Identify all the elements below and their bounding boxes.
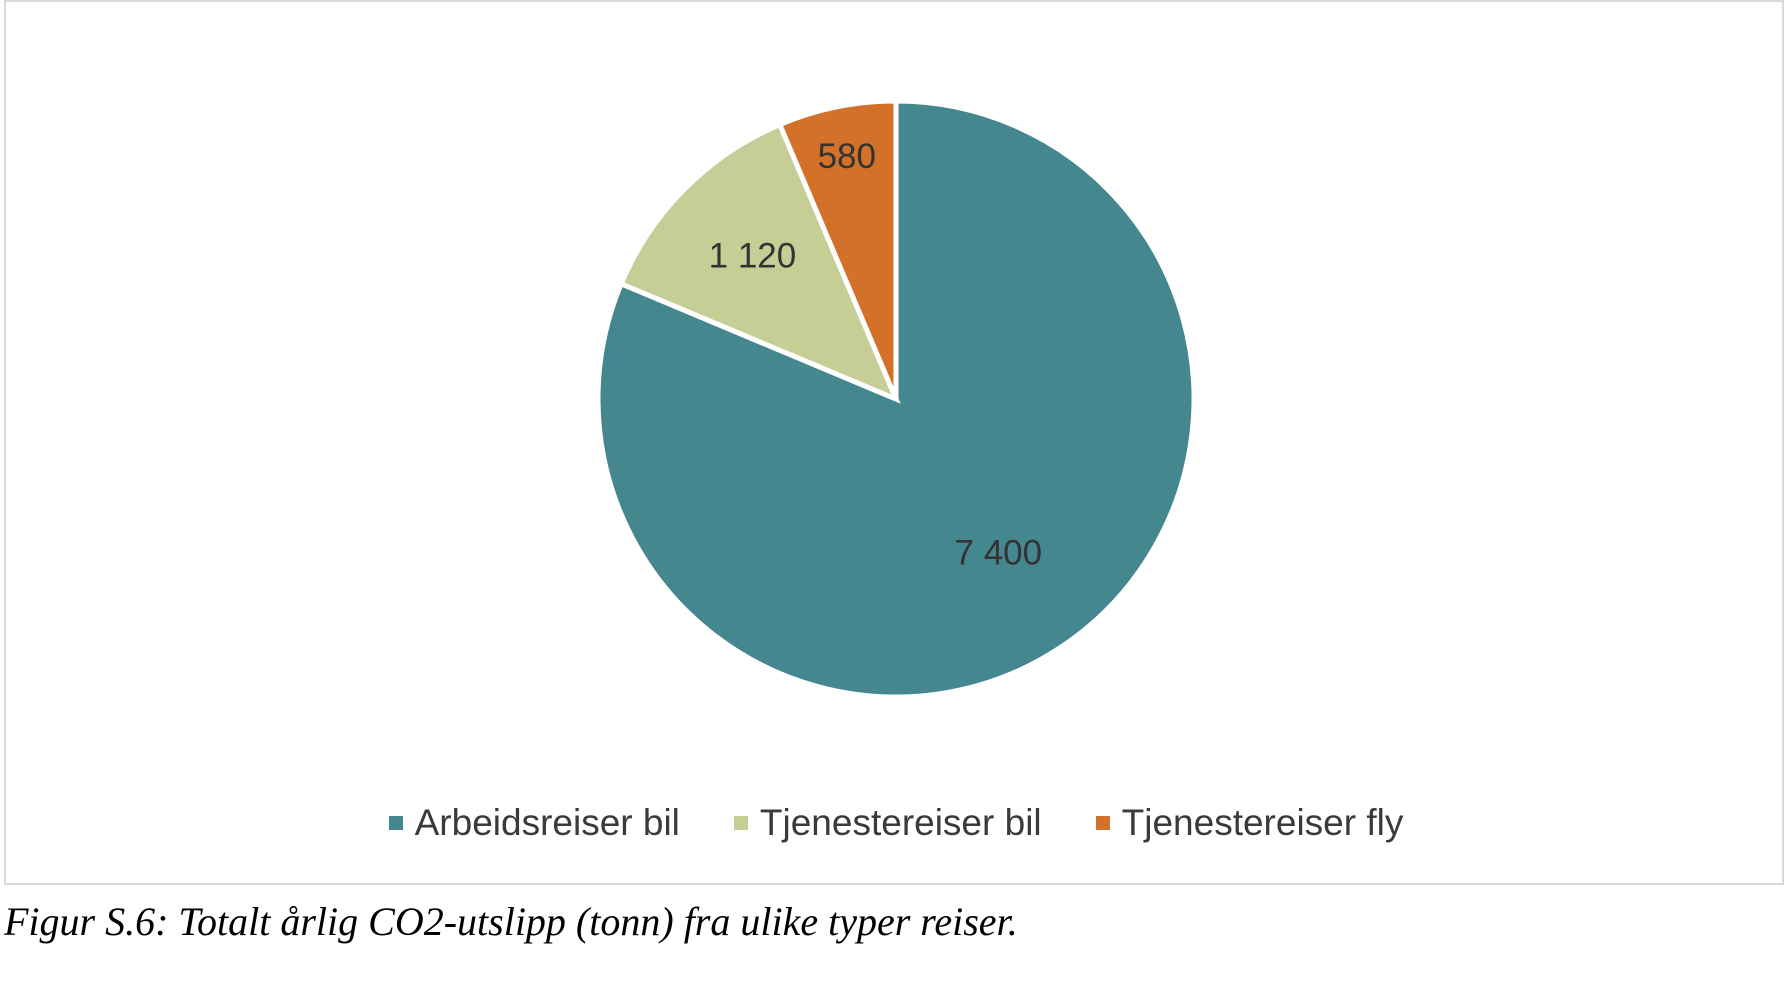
chart-legend: Arbeidsreiser bil Tjenestereiser bil Tje… [6,802,1786,844]
legend-swatch-tjenestereiser-bil [733,816,748,830]
legend-swatch-tjenestereiser-fly [1095,816,1110,830]
legend-item-tjenestereiser-fly: Tjenestereiser fly [1095,802,1404,844]
data-label-tjenestereiser-bil: 1 120 [709,236,797,275]
legend-swatch-arbeidsreiser-bil [388,816,403,830]
data-label-tjenestereiser-fly: 580 [818,137,876,176]
legend-label-tjenestereiser-bil: Tjenestereiser bil [759,802,1042,843]
legend-label-tjenestereiser-fly: Tjenestereiser fly [1121,802,1404,843]
data-label-arbeidsreiser-bil: 7 400 [955,533,1043,572]
legend-item-arbeidsreiser-bil: Arbeidsreiser bil [388,802,680,844]
pie-slice-tjenestereiser-bil [617,121,901,404]
pie-slice-tjenestereiser-fly [776,98,899,400]
legend-label-arbeidsreiser-bil: Arbeidsreiser bil [414,802,680,843]
legend-item-tjenestereiser-bil: Tjenestereiser bil [733,802,1042,844]
pie-chart: 7 400 1 120 580 [595,98,1197,700]
figure-caption: Figur S.6: Totalt årlig CO2-utslipp (ton… [4,899,1018,944]
chart-frame: 7 400 1 120 580 Arbeidsreiser bil Tjeneste… [4,0,1784,885]
